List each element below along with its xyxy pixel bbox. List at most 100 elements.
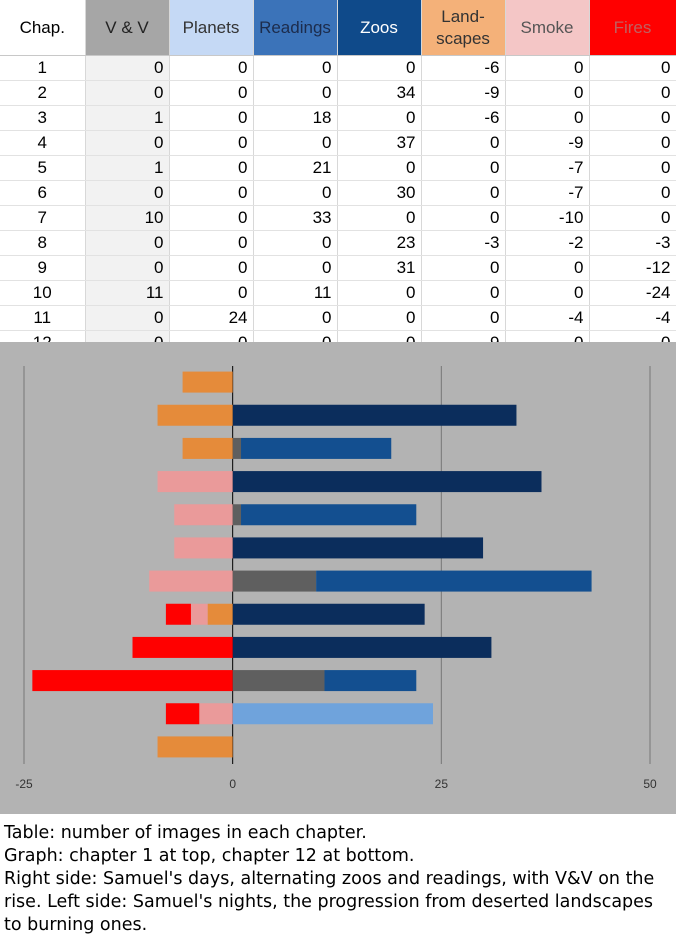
count-cell: 0 (421, 180, 506, 206)
bar-segment (157, 471, 233, 493)
table-body: 1 0 0 0 0 -6 0 0 2 0 0 0 34 -9 0 0 3 1 0 18 0 -6 0 0 4 0 0 0 37 0 -9 0 5… (0, 55, 676, 356)
count-cell: 0 (253, 180, 338, 206)
table-row: 8 0 0 0 23 -3 -2 -3 (0, 230, 676, 256)
count-cell: 0 (337, 280, 422, 306)
caption-line: Right side: Samuel's days, alternating z… (4, 869, 655, 935)
chapter-cell: 5 (0, 155, 86, 181)
caption: Table: number of images in each chapter.… (4, 822, 672, 937)
count-cell: 0 (85, 130, 170, 156)
chapter-cell: 10 (0, 280, 86, 306)
count-cell: 0 (85, 255, 170, 281)
count-cell: 0 (85, 230, 170, 256)
table-row: 1 0 0 0 0 -6 0 0 (0, 55, 676, 81)
bar-segment (232, 703, 433, 725)
bar-segment (232, 404, 517, 426)
count-cell: 31 (337, 255, 422, 281)
count-cell: 0 (421, 205, 506, 231)
count-cell: -24 (589, 280, 676, 306)
count-cell: 0 (589, 55, 676, 81)
table-row: 2 0 0 0 34 -9 0 0 (0, 80, 676, 106)
chart-area: -25 0 25 50 (0, 342, 676, 814)
count-cell: 0 (421, 130, 506, 156)
count-cell: 0 (589, 155, 676, 181)
column-header: Planets (169, 0, 254, 56)
chapter-image-table: Chap. V & V Planets Readings Zoos Land- scape… (0, 0, 676, 356)
count-cell: 0 (169, 105, 254, 131)
bar-segment (241, 437, 392, 459)
count-cell: 1 (85, 105, 170, 131)
count-cell: 0 (589, 105, 676, 131)
bar-segment (232, 670, 325, 692)
caption-line: Graph: chapter 1 at top, chapter 12 at b… (4, 846, 415, 866)
column-header: Fires (589, 0, 676, 56)
count-cell: 30 (337, 180, 422, 206)
count-cell: -6 (421, 105, 506, 131)
count-cell: 33 (253, 205, 338, 231)
count-cell: -3 (589, 230, 676, 256)
count-cell: 0 (505, 55, 590, 81)
bar-segment (232, 471, 542, 493)
table-row: 3 1 0 18 0 -6 0 0 (0, 105, 676, 131)
column-header: Chap. (0, 0, 86, 56)
chapter-cell: 3 (0, 105, 86, 131)
bar-segment (182, 437, 233, 459)
count-cell: -4 (505, 305, 590, 331)
count-cell: 0 (337, 105, 422, 131)
count-cell: 11 (85, 280, 170, 306)
bar-segment (132, 636, 233, 658)
count-cell: 0 (337, 155, 422, 181)
count-cell: -9 (421, 80, 506, 106)
count-cell: 0 (421, 155, 506, 181)
table-row: 7 10 0 33 0 0 -10 0 (0, 205, 676, 231)
count-cell: -4 (589, 305, 676, 331)
count-cell: 0 (505, 255, 590, 281)
count-cell: 0 (589, 205, 676, 231)
count-cell: 0 (589, 80, 676, 106)
bar-segment (174, 504, 233, 526)
count-cell: 0 (337, 205, 422, 231)
count-cell: 0 (253, 230, 338, 256)
table-row: 11 0 24 0 0 0 -4 -4 (0, 305, 676, 331)
count-cell: -12 (589, 255, 676, 281)
count-cell: -6 (421, 55, 506, 81)
count-cell: 11 (253, 280, 338, 306)
count-cell: -7 (505, 155, 590, 181)
count-cell: -10 (505, 205, 590, 231)
count-cell: 0 (253, 130, 338, 156)
count-cell: 0 (253, 255, 338, 281)
table-row: 6 0 0 0 30 0 -7 0 (0, 180, 676, 206)
chapter-cell: 9 (0, 255, 86, 281)
chapter-cell: 2 (0, 80, 86, 106)
column-header: V & V (85, 0, 170, 56)
bar-segment (32, 670, 233, 692)
diverging-bar-chart: -25 0 25 50 (0, 342, 676, 814)
count-cell: 0 (169, 230, 254, 256)
table-row: 5 1 0 21 0 0 -7 0 (0, 155, 676, 181)
count-cell: 0 (253, 80, 338, 106)
count-cell: 10 (85, 205, 170, 231)
bar-segment (232, 504, 242, 526)
chapter-cell: 6 (0, 180, 86, 206)
count-cell: 34 (337, 80, 422, 106)
column-header: Smoke (505, 0, 590, 56)
count-cell: 0 (337, 55, 422, 81)
bar-segment (157, 404, 233, 426)
count-cell: 0 (253, 305, 338, 331)
count-cell: 0 (85, 180, 170, 206)
column-header: Zoos (337, 0, 422, 56)
bar-segment (207, 603, 233, 625)
bar-segment (199, 703, 233, 725)
x-tick-label: 25 (435, 777, 449, 791)
caption-line: Table: number of images in each chapter. (4, 823, 367, 843)
count-cell: 0 (421, 255, 506, 281)
bar-segment (182, 371, 233, 393)
count-cell: 0 (589, 180, 676, 206)
bar-segment (232, 437, 242, 459)
chapter-cell: 11 (0, 305, 86, 331)
chapter-cell: 1 (0, 55, 86, 81)
count-cell: 0 (337, 305, 422, 331)
count-cell: 37 (337, 130, 422, 156)
bar-segment (316, 570, 592, 592)
bar-segment (241, 504, 417, 526)
count-cell: 0 (505, 105, 590, 131)
